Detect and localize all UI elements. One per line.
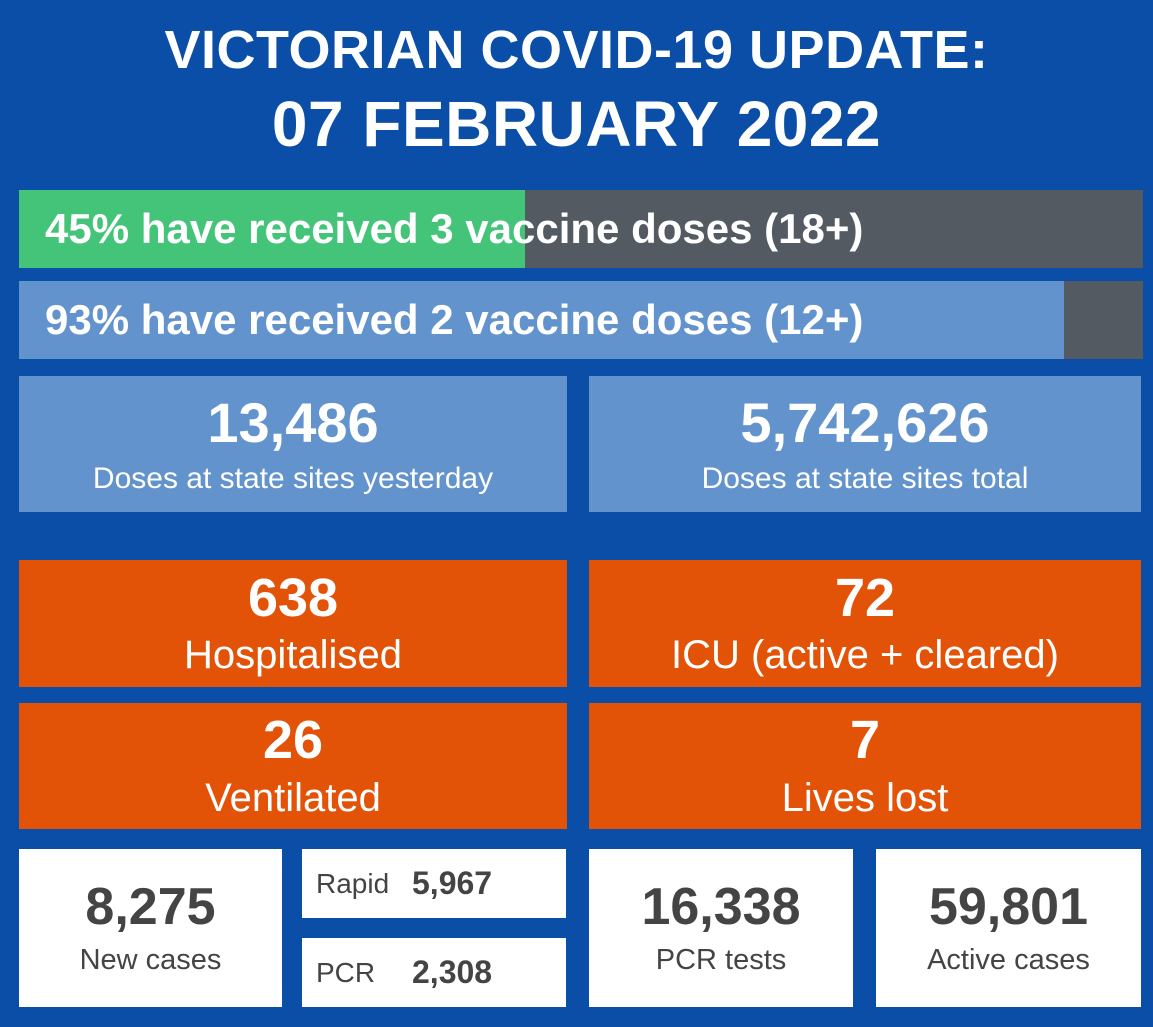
page-title: VICTORIAN COVID-19 UPDATE: [164,20,989,80]
new-cases-value: 8,275 [85,877,216,936]
ventilated-value: 26 [262,710,324,771]
pcr-tests-value: 16,338 [641,877,801,936]
new-cases-card: 8,275 New cases [19,849,282,1007]
icu-label: ICU (active + cleared) [671,633,1059,678]
doses-yesterday-value: 13,486 [207,390,379,454]
ventilated-label: Ventilated [205,775,381,820]
bar-fill [19,190,525,268]
rapid-label: Rapid [316,867,390,899]
bar-label: 93% have received 2 vaccine doses (12+) [45,296,864,343]
bar-fill [19,281,1065,359]
pcr-card: PCR 2,308 [302,938,566,1007]
vaccine-2-dose-bar: 93% have received 2 vaccine doses (12+) [19,281,1143,359]
active-cases-label: Active cases [927,943,1090,976]
bar-label: 45% have received 3 vaccine doses (18+) [45,205,864,252]
doses-total-label: Doses at state sites total [701,461,1029,495]
active-cases-card: 59,801 Active cases [876,849,1141,1007]
pcr-tests-label: PCR tests [655,943,787,976]
hospitalised-label: Hospitalised [184,633,402,678]
doses-yesterday-card: 13,486 Doses at state sites yesterday [19,376,567,512]
new-cases-label: New cases [79,943,222,976]
page-date: 07 FEBRUARY 2022 [271,88,882,160]
active-cases-value: 59,801 [928,877,1089,936]
lives-lost-card: 7 Lives lost [589,703,1141,829]
lives-lost-value: 7 [849,710,881,771]
ventilated-card: 26 Ventilated [19,703,567,829]
lives-lost-label: Lives lost [781,775,949,820]
icu-value: 72 [834,567,896,628]
doses-yesterday-label: Doses at state sites yesterday [92,461,494,495]
hospitalised-card: 638 Hospitalised [19,560,567,687]
icu-card: 72 ICU (active + cleared) [589,560,1141,687]
pcr-value: 2,308 [412,954,493,990]
doses-total-value: 5,742,626 [740,390,990,454]
vaccine-3-dose-bar: 45% have received 3 vaccine doses (18+) [19,190,1143,268]
pcr-tests-card: 16,338 PCR tests [589,849,853,1007]
doses-total-card: 5,742,626 Doses at state sites total [589,376,1141,512]
pcr-label: PCR [316,956,376,988]
rapid-card: Rapid 5,967 [302,849,566,918]
rapid-value: 5,967 [412,865,493,901]
hospitalised-value: 638 [247,567,339,628]
